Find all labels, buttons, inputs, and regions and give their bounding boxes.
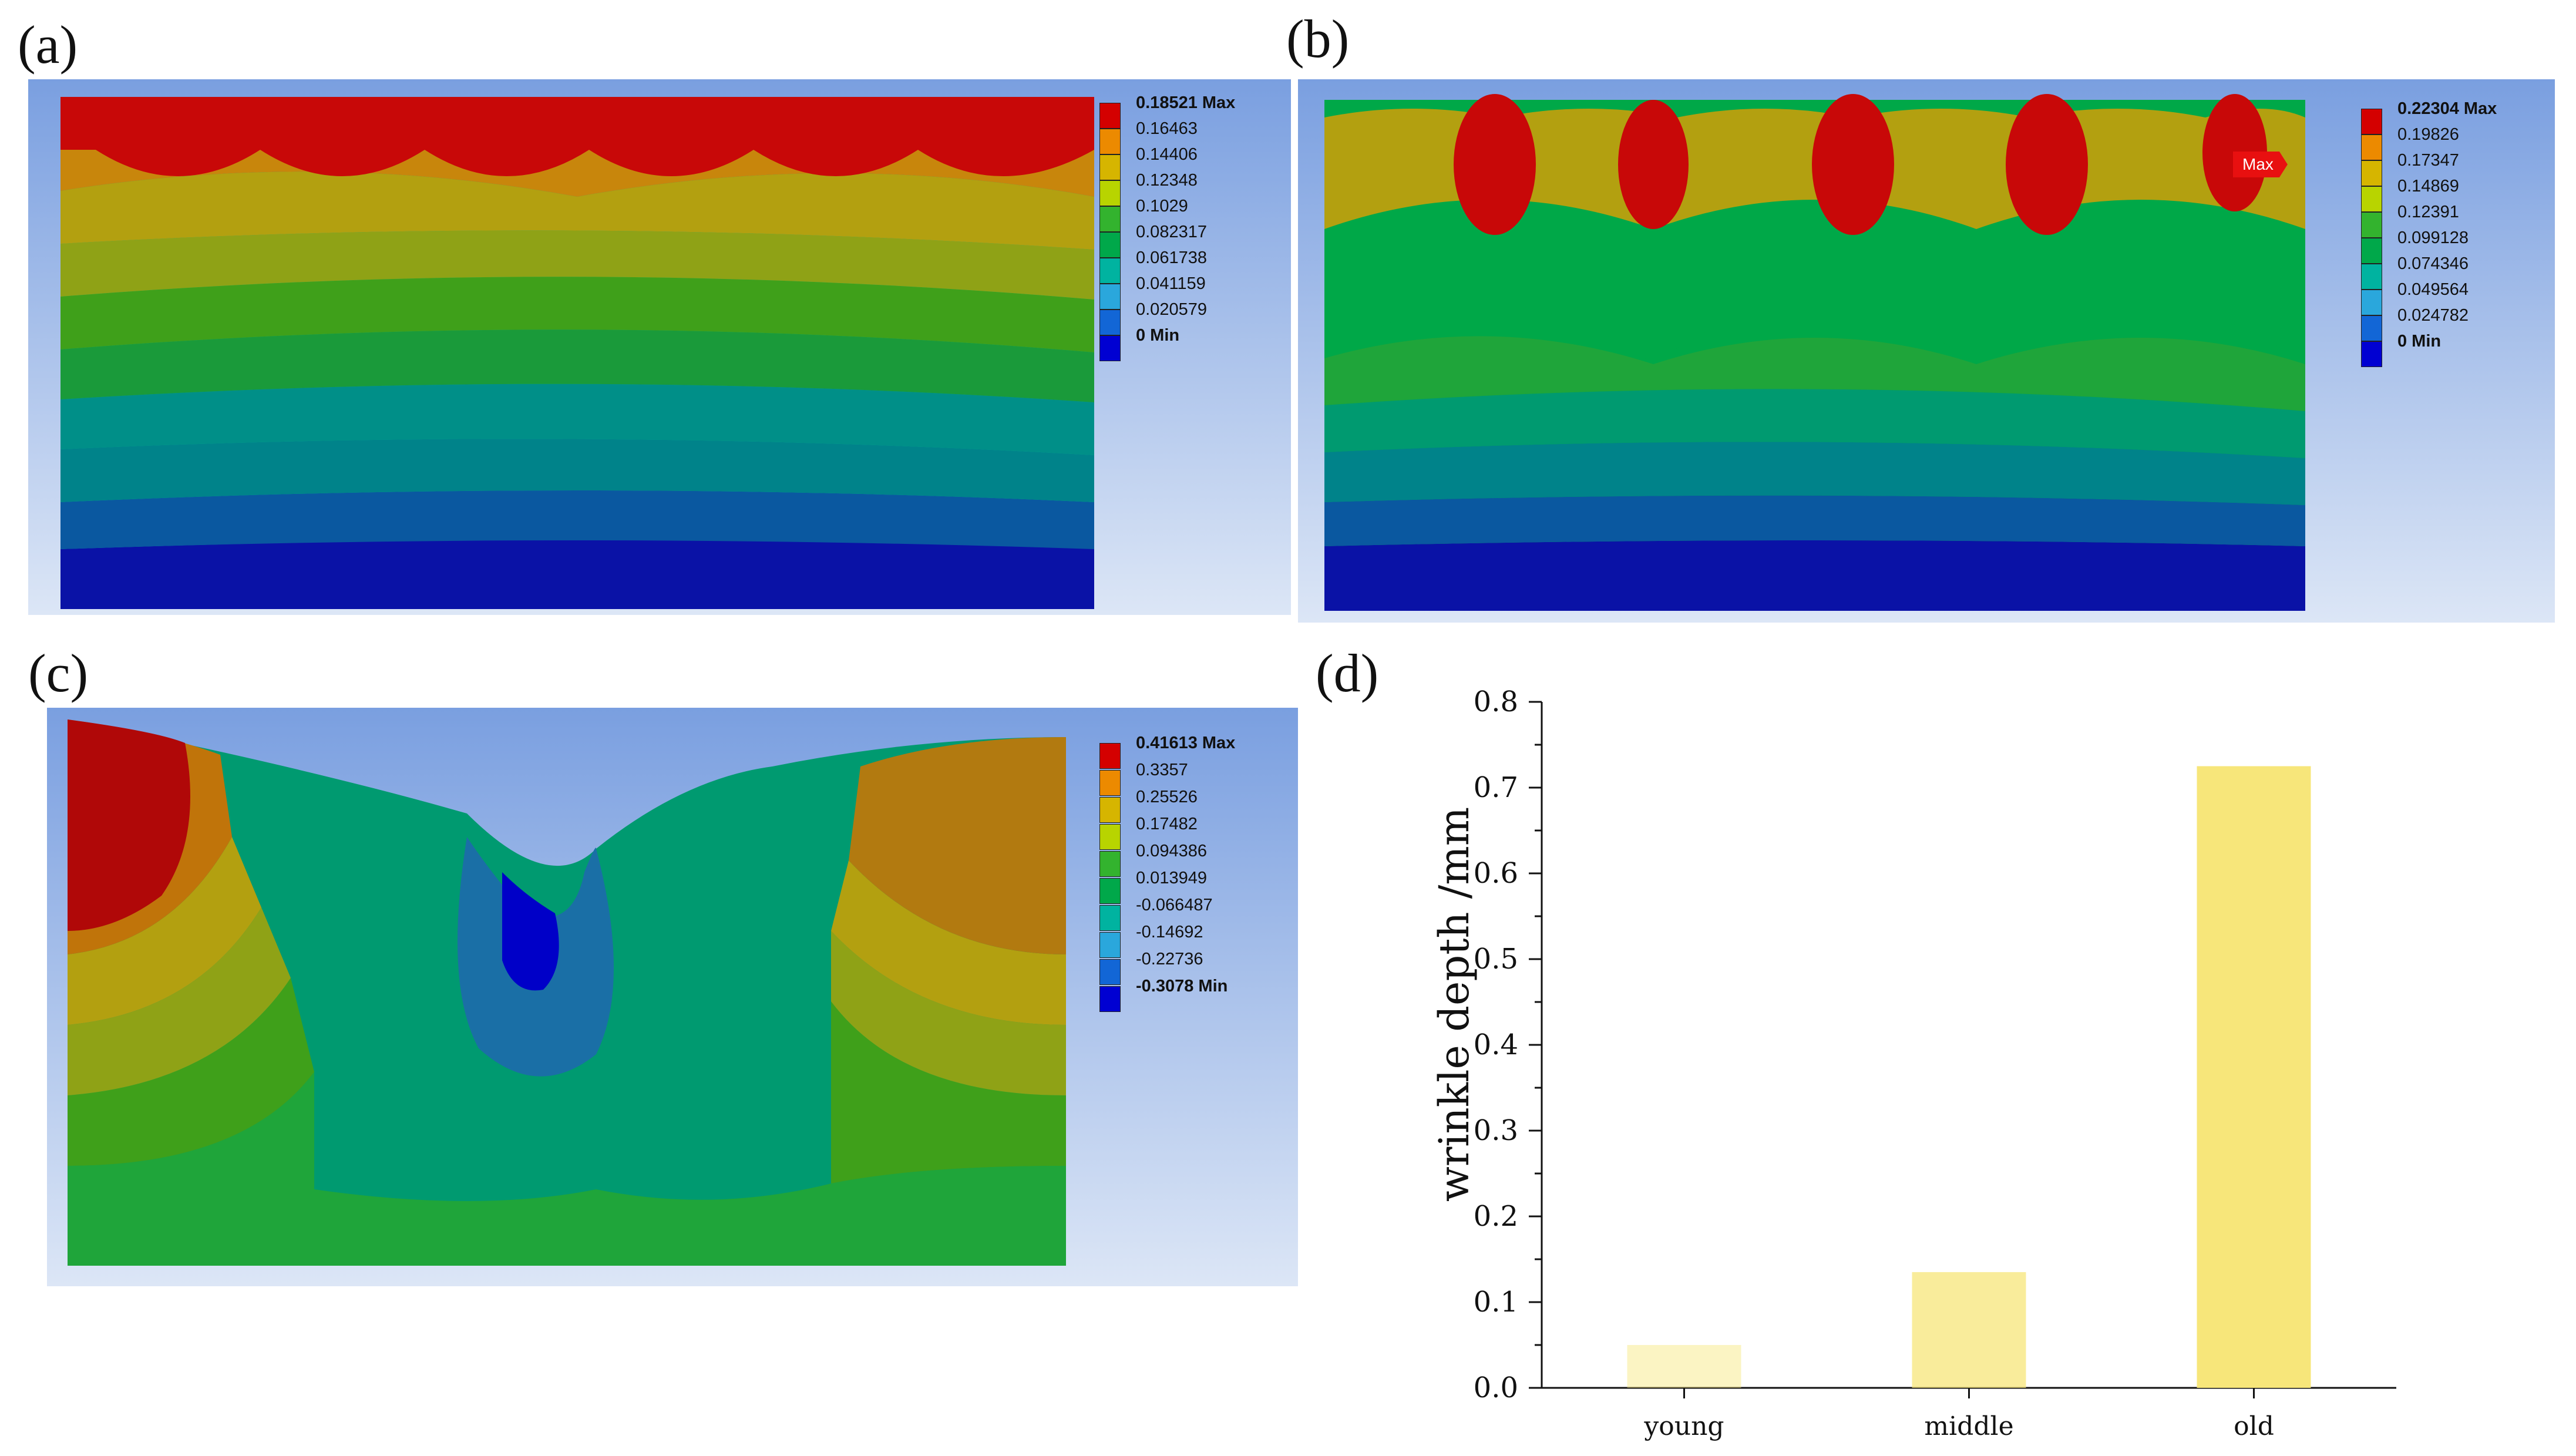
legend-a-swatch-2 bbox=[1099, 154, 1121, 180]
legend-b-swatch-0 bbox=[2361, 109, 2382, 134]
fem-panel-c bbox=[47, 708, 1298, 1286]
legend-b-label-1: 0.19826 bbox=[2397, 125, 2459, 144]
y-tick-label: 0.2 bbox=[1474, 1200, 1518, 1233]
y-axis-label: wrinkle depth /mm bbox=[1430, 807, 1478, 1202]
y-tick-label: 0.6 bbox=[1474, 857, 1518, 890]
legend-a-label-3: 0.12348 bbox=[1136, 171, 1198, 190]
y-axis: 0.0 0.1 0.2 0.3 0.4 0.5 0.6 0.7 0.8 bbox=[1474, 685, 1543, 1404]
panel-label-d: (d) bbox=[1316, 643, 1379, 703]
legend-b-swatch-1 bbox=[2361, 134, 2382, 160]
legend-a-swatch-4 bbox=[1099, 206, 1121, 232]
legend-b-label-2: 0.17347 bbox=[2397, 151, 2459, 170]
legend-c-swatch-1 bbox=[1099, 770, 1121, 796]
x-tick-label-old: old bbox=[2234, 1411, 2274, 1441]
legend-a-label-7: 0.041159 bbox=[1136, 274, 1206, 293]
legend-a-label-4: 0.1029 bbox=[1136, 197, 1188, 216]
legend-b-swatch-8 bbox=[2361, 315, 2382, 341]
y-tick-label: 0.1 bbox=[1474, 1286, 1518, 1319]
legend-a-label-0: 0.18521 Max bbox=[1136, 93, 1236, 112]
legend-a-label-8: 0.020579 bbox=[1136, 300, 1207, 319]
y-tick-label: 0.7 bbox=[1474, 771, 1518, 804]
legend-b-label-4: 0.12391 bbox=[2397, 203, 2459, 221]
legend-b-swatch-3 bbox=[2361, 186, 2382, 212]
bar-old bbox=[2197, 766, 2311, 1388]
x-axis: young middle old bbox=[1542, 1387, 2396, 1441]
legend-a-label-5: 0.082317 bbox=[1136, 223, 1207, 241]
y-tick-label: 0.3 bbox=[1474, 1114, 1518, 1147]
legend-a-swatch-7 bbox=[1099, 284, 1121, 310]
legend-b-label-9: 0 Min bbox=[2397, 332, 2442, 351]
x-tick-label-middle: middle bbox=[1924, 1411, 2013, 1441]
legend-a-label-6: 0.061738 bbox=[1136, 248, 1207, 267]
legend-a-label-1: 0.16463 bbox=[1136, 119, 1198, 138]
legend-c-swatch-7 bbox=[1099, 932, 1121, 958]
legend-c-label-5: 0.013949 bbox=[1136, 869, 1207, 887]
legend-c-label-4: 0.094386 bbox=[1136, 842, 1207, 860]
legend-c-label-9: -0.3078 Min bbox=[1136, 977, 1228, 996]
legend-c-label-2: 0.25526 bbox=[1136, 788, 1198, 806]
bar-middle bbox=[1912, 1272, 2026, 1388]
fem-contour-c bbox=[47, 708, 1298, 1286]
legend-a-swatch-9 bbox=[1099, 335, 1121, 361]
legend-b-swatch-2 bbox=[2361, 160, 2382, 186]
legend-b-label-7: 0.049564 bbox=[2397, 280, 2469, 299]
legend-b-label-8: 0.024782 bbox=[2397, 306, 2469, 325]
legend-a-label-9: 0 Min bbox=[1136, 326, 1180, 345]
fem-panel-a bbox=[28, 79, 1291, 615]
bars bbox=[1627, 766, 2311, 1388]
legend-b-label-6: 0.074346 bbox=[2397, 254, 2469, 273]
legend-b-label-3: 0.14869 bbox=[2397, 177, 2459, 196]
legend-c-label-1: 0.3357 bbox=[1136, 761, 1188, 779]
legend-c-label-7: -0.14692 bbox=[1136, 923, 1203, 941]
bar-chart-d: 0.0 0.1 0.2 0.3 0.4 0.5 0.6 0.7 0.8 young middle o… bbox=[1430, 685, 2396, 1441]
x-tick-label-young: young bbox=[1643, 1411, 1724, 1441]
legend-c-label-6: -0.066487 bbox=[1136, 896, 1213, 914]
legend-c-swatch-2 bbox=[1099, 797, 1121, 823]
legend-b-swatch-7 bbox=[2361, 290, 2382, 315]
fem-contour-a bbox=[28, 79, 1291, 615]
legend-b-swatch-4 bbox=[2361, 212, 2382, 238]
panel-label-a: (a) bbox=[18, 15, 78, 75]
legend-c-swatch-0 bbox=[1099, 743, 1121, 769]
legend-a-swatch-6 bbox=[1099, 258, 1121, 284]
legend-c-swatch-8 bbox=[1099, 959, 1121, 985]
legend-b-swatch-9 bbox=[2361, 341, 2382, 367]
legend-a-label-2: 0.14406 bbox=[1136, 145, 1198, 164]
panel-label-c: (c) bbox=[28, 643, 89, 703]
legend-b-label-5: 0.099128 bbox=[2397, 228, 2469, 247]
legend-b-label-0: 0.22304 Max bbox=[2397, 99, 2497, 118]
legend-c-swatch-5 bbox=[1099, 878, 1121, 904]
legend-c-swatch-9 bbox=[1099, 986, 1121, 1012]
legend-c-swatch-4 bbox=[1099, 851, 1121, 877]
legend-c-swatch-3 bbox=[1099, 824, 1121, 850]
legend-c-label-0: 0.41613 Max bbox=[1136, 734, 1236, 752]
legend-a-swatch-3 bbox=[1099, 180, 1121, 206]
y-tick-label: 0.0 bbox=[1474, 1371, 1518, 1404]
legend-c-label-3: 0.17482 bbox=[1136, 815, 1198, 833]
legend-c-swatch-6 bbox=[1099, 905, 1121, 931]
max-tag-b: Max bbox=[2233, 152, 2288, 177]
legend-b-swatch-5 bbox=[2361, 238, 2382, 264]
legend-c-label-8: -0.22736 bbox=[1136, 950, 1203, 969]
y-tick-label: 0.8 bbox=[1474, 685, 1518, 718]
legend-a-swatch-5 bbox=[1099, 232, 1121, 258]
legend-a-swatch-1 bbox=[1099, 129, 1121, 154]
y-tick-label: 0.5 bbox=[1474, 943, 1518, 976]
panel-label-b: (b) bbox=[1286, 9, 1350, 69]
bar-young bbox=[1627, 1345, 1741, 1388]
legend-a-swatch-0 bbox=[1099, 103, 1121, 129]
y-tick-label: 0.4 bbox=[1474, 1028, 1518, 1061]
legend-a-swatch-8 bbox=[1099, 310, 1121, 335]
legend-b-swatch-6 bbox=[2361, 264, 2382, 290]
